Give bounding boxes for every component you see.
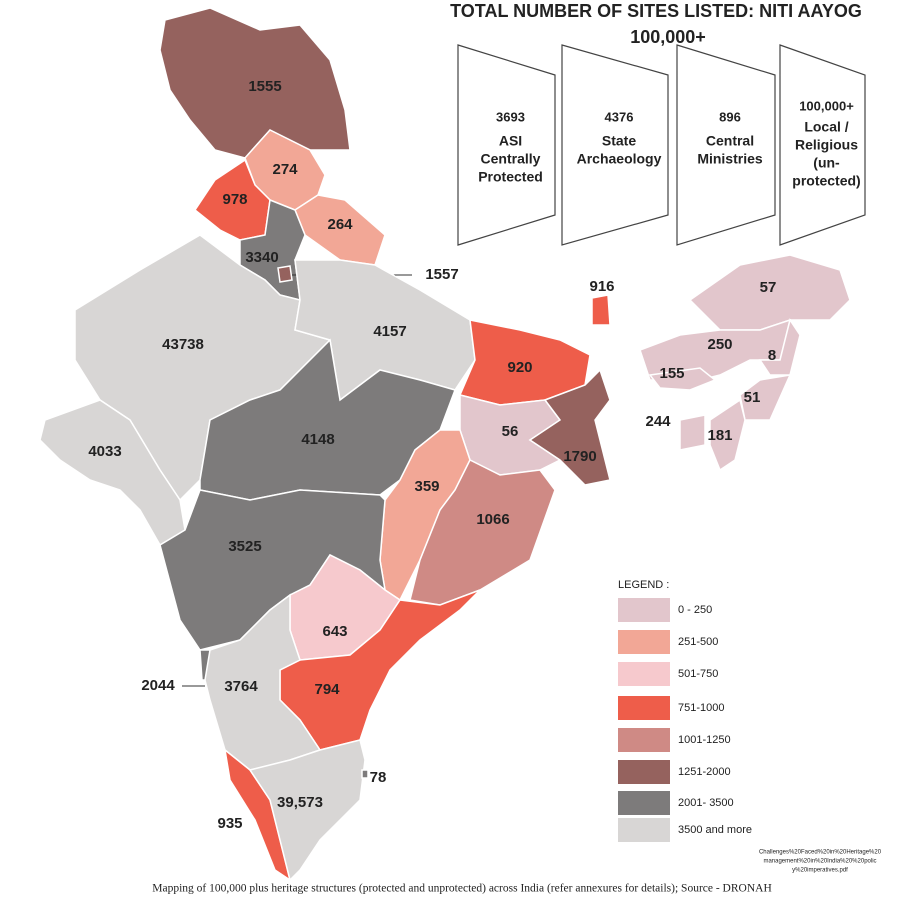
region-label: 274 xyxy=(272,161,298,178)
source-note: y%20imperatives.pdf xyxy=(792,868,848,874)
region-label: 1555 xyxy=(248,78,281,95)
box-label: (un- xyxy=(813,155,840,171)
region-label: 244 xyxy=(645,413,671,430)
legend-swatch xyxy=(618,630,670,654)
region-label: 3340 xyxy=(245,249,278,266)
box-label: Archaeology xyxy=(577,151,662,167)
region-label: 3764 xyxy=(224,678,258,695)
info-box xyxy=(561,44,669,246)
region-label: 1066 xyxy=(476,511,509,528)
source-note: management%20in%20India%20%20polic xyxy=(763,859,876,865)
box-count: 3693 xyxy=(496,109,525,124)
legend-label: 1251-2000 xyxy=(678,766,731,778)
region-label: 3525 xyxy=(228,538,261,555)
region-label: 39,573 xyxy=(277,794,323,811)
region-label: 978 xyxy=(222,191,247,208)
region-label: 935 xyxy=(217,815,242,832)
region-label: 181 xyxy=(707,427,732,444)
box-label: Central xyxy=(706,133,754,149)
region-label: 359 xyxy=(414,478,439,495)
region-label: 1790 xyxy=(563,448,596,465)
region-label: 56 xyxy=(502,423,519,440)
legend-swatch xyxy=(618,696,670,720)
info-box xyxy=(779,44,866,246)
region-label: 78 xyxy=(370,769,387,786)
state xyxy=(204,593,322,771)
state xyxy=(739,374,792,421)
legend-label: 3500 and more xyxy=(678,824,752,836)
region-label: 4148 xyxy=(301,431,334,448)
region-label: 51 xyxy=(744,389,761,406)
box-label: Ministries xyxy=(697,151,763,167)
box-label: State xyxy=(602,133,636,149)
state xyxy=(679,414,706,451)
state xyxy=(648,367,717,391)
legend-label: 1001-1250 xyxy=(678,734,731,746)
state xyxy=(709,398,746,472)
state xyxy=(758,318,801,376)
state xyxy=(277,265,293,283)
region-label: 250 xyxy=(707,336,732,353)
state xyxy=(591,294,611,326)
region-label: 4157 xyxy=(373,323,406,340)
region-label: 643 xyxy=(322,623,347,640)
legend-swatch xyxy=(618,728,670,752)
region-label: 2044 xyxy=(141,677,175,694)
legend-swatch xyxy=(618,818,670,842)
total: 100,000+ xyxy=(630,27,706,47)
info-box xyxy=(457,44,556,246)
legend-label: 751-1000 xyxy=(678,702,725,714)
legend-label: 251-500 xyxy=(678,636,718,648)
region-label: 794 xyxy=(314,681,340,698)
info-box xyxy=(676,44,776,246)
source-note: Challenges%20Faced%20in%20Heritage%20 xyxy=(759,850,882,856)
legend-label: 0 - 250 xyxy=(678,604,712,616)
box-label: protected) xyxy=(792,173,860,189)
box-label: Religious xyxy=(795,137,858,153)
box-count: 896 xyxy=(719,109,741,124)
region-label: 57 xyxy=(760,279,777,296)
box-count: 4376 xyxy=(605,109,634,124)
legend-swatch xyxy=(618,760,670,784)
legend-swatch xyxy=(618,791,670,815)
title: TOTAL NUMBER OF SITES LISTED: NITI AAYOG xyxy=(450,1,862,21)
legend-label: 2001- 3500 xyxy=(678,797,734,809)
legend-title: LEGEND : xyxy=(618,579,669,591)
box-label: Local / xyxy=(804,119,848,135)
legend-swatch xyxy=(618,662,670,686)
legend-label: 501-750 xyxy=(678,668,718,680)
region-label: 155 xyxy=(659,365,684,382)
box-label: ASI xyxy=(499,133,522,149)
state xyxy=(361,769,369,779)
region-label: 264 xyxy=(327,216,353,233)
box-label: Protected xyxy=(478,169,543,185)
state xyxy=(528,368,611,486)
region-label: 1557 xyxy=(425,266,458,283)
box-label: Centrally xyxy=(481,151,541,167)
box-count: 100,000+ xyxy=(799,98,854,113)
state xyxy=(248,739,366,882)
region-label: 916 xyxy=(589,278,614,295)
region-label: 8 xyxy=(768,347,776,364)
region-label: 920 xyxy=(507,359,532,376)
state xyxy=(294,194,386,266)
region-label: 4033 xyxy=(88,443,121,460)
region-label: 43738 xyxy=(162,336,204,353)
legend-swatch xyxy=(618,598,670,622)
caption: Mapping of 100,000 plus heritage structu… xyxy=(152,883,772,895)
